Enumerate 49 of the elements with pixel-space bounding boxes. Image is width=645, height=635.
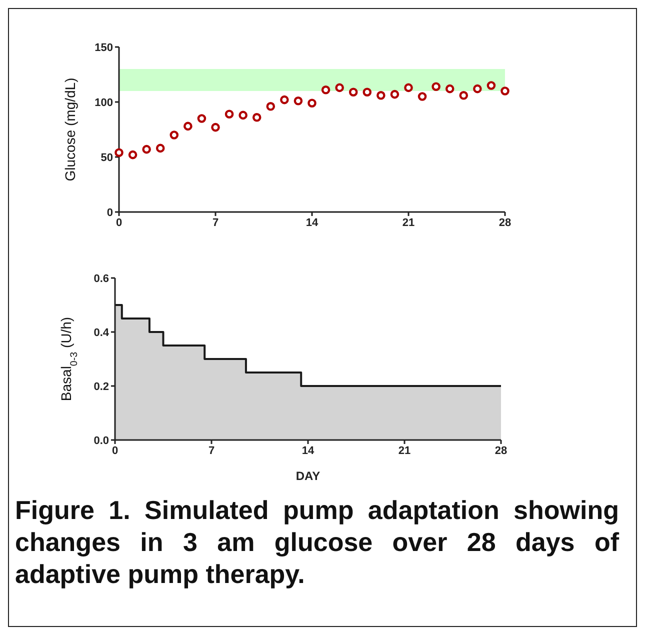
- y-axis-title: Glucose (mg/dL): [62, 78, 78, 182]
- x-tick-label: 7: [212, 216, 219, 229]
- y-tick-label: 0: [106, 206, 113, 219]
- point: [418, 92, 427, 101]
- point: [376, 91, 386, 100]
- point: [197, 114, 206, 123]
- x-tick-label: 0: [116, 216, 122, 229]
- point: [362, 88, 372, 96]
- x-tick-label: 21: [398, 444, 411, 457]
- point: [459, 91, 468, 100]
- y-tick-label: 150: [94, 42, 113, 54]
- point: [280, 95, 289, 104]
- point: [294, 96, 303, 106]
- point: [445, 84, 454, 94]
- point: [238, 110, 248, 120]
- x-tick-label: 7: [208, 444, 215, 457]
- point: [156, 144, 165, 153]
- point: [170, 130, 179, 140]
- x-tick-label: 21: [402, 216, 415, 229]
- x-tick-label: 28: [498, 216, 512, 229]
- point: [114, 148, 124, 157]
- y-tick-label: 0.2: [94, 380, 109, 393]
- point: [184, 122, 192, 131]
- x-tick-label: 14: [306, 216, 319, 229]
- y-tick-label: 0.4: [94, 326, 110, 339]
- point: [308, 98, 316, 108]
- point: [224, 110, 234, 118]
- x-axis-title: DAY: [296, 469, 320, 483]
- point: [500, 86, 510, 96]
- point: [252, 113, 262, 122]
- point: [321, 86, 330, 94]
- point: [142, 144, 151, 154]
- y-tick-label: 0.0: [94, 434, 109, 447]
- point: [335, 83, 344, 92]
- point: [486, 81, 496, 90]
- point: [128, 150, 138, 160]
- point: [211, 122, 220, 132]
- point: [348, 88, 358, 96]
- point: [404, 83, 413, 92]
- x-tick-label: 28: [494, 444, 508, 457]
- point: [266, 102, 276, 111]
- point: [473, 84, 482, 94]
- point: [432, 82, 440, 91]
- y-tick-label: 100: [94, 96, 113, 109]
- y-tick-label: 0.6: [94, 272, 109, 285]
- y-tick-label: 50: [100, 152, 113, 164]
- caption: Figure 1. Simulated pump adaptation showing changes in 3 am glucose over 28 days of adaptive pump therapy.: [15, 495, 619, 589]
- x-tick-label: 14: [302, 444, 315, 457]
- point: [390, 90, 400, 99]
